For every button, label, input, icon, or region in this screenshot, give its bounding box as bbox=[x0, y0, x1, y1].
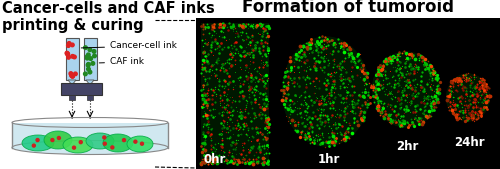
Circle shape bbox=[134, 140, 137, 143]
Ellipse shape bbox=[372, 52, 440, 127]
Circle shape bbox=[70, 74, 74, 78]
Circle shape bbox=[72, 146, 76, 149]
Circle shape bbox=[36, 139, 39, 142]
Polygon shape bbox=[68, 80, 76, 85]
Circle shape bbox=[70, 74, 73, 77]
Circle shape bbox=[74, 72, 77, 76]
Circle shape bbox=[80, 141, 82, 144]
Circle shape bbox=[86, 56, 89, 60]
Circle shape bbox=[86, 63, 90, 66]
Text: Formation of tumoroid: Formation of tumoroid bbox=[242, 0, 454, 16]
Circle shape bbox=[92, 50, 96, 53]
Ellipse shape bbox=[282, 37, 370, 147]
Text: Cancer-cell ink: Cancer-cell ink bbox=[82, 42, 177, 51]
Polygon shape bbox=[86, 80, 94, 85]
Circle shape bbox=[86, 53, 90, 57]
Circle shape bbox=[88, 48, 92, 52]
FancyBboxPatch shape bbox=[60, 83, 102, 95]
Circle shape bbox=[88, 70, 92, 74]
FancyBboxPatch shape bbox=[201, 23, 269, 164]
Circle shape bbox=[86, 63, 90, 67]
Circle shape bbox=[104, 142, 106, 145]
Circle shape bbox=[89, 57, 92, 60]
Circle shape bbox=[84, 72, 87, 76]
Text: 1hr: 1hr bbox=[318, 153, 340, 166]
FancyBboxPatch shape bbox=[69, 95, 75, 100]
Ellipse shape bbox=[127, 136, 153, 152]
Circle shape bbox=[111, 146, 114, 149]
Circle shape bbox=[69, 72, 72, 75]
FancyBboxPatch shape bbox=[196, 18, 500, 169]
FancyBboxPatch shape bbox=[84, 38, 96, 80]
Circle shape bbox=[71, 75, 74, 78]
Circle shape bbox=[66, 52, 70, 56]
Ellipse shape bbox=[12, 140, 168, 154]
FancyBboxPatch shape bbox=[87, 95, 93, 100]
Circle shape bbox=[92, 54, 96, 58]
Circle shape bbox=[66, 52, 69, 55]
Text: CAF ink: CAF ink bbox=[100, 57, 144, 66]
Text: 0hr: 0hr bbox=[203, 153, 226, 166]
Circle shape bbox=[66, 44, 70, 47]
Circle shape bbox=[122, 139, 126, 142]
Ellipse shape bbox=[446, 74, 490, 122]
Text: 2hr: 2hr bbox=[396, 140, 418, 153]
Circle shape bbox=[71, 55, 74, 58]
Ellipse shape bbox=[446, 74, 490, 122]
FancyBboxPatch shape bbox=[12, 123, 168, 148]
Ellipse shape bbox=[22, 135, 54, 151]
Circle shape bbox=[86, 67, 90, 71]
Text: Cancer-cells and CAF inks
printing & curing: Cancer-cells and CAF inks printing & cur… bbox=[2, 1, 215, 33]
Circle shape bbox=[84, 46, 87, 50]
Ellipse shape bbox=[282, 37, 370, 147]
Circle shape bbox=[91, 62, 94, 65]
FancyBboxPatch shape bbox=[201, 23, 269, 164]
Circle shape bbox=[68, 42, 71, 45]
Text: 24hr: 24hr bbox=[454, 136, 484, 149]
Circle shape bbox=[86, 55, 89, 58]
Circle shape bbox=[58, 137, 60, 139]
Ellipse shape bbox=[372, 52, 440, 127]
Circle shape bbox=[70, 43, 74, 47]
Ellipse shape bbox=[44, 131, 72, 149]
Ellipse shape bbox=[63, 137, 93, 153]
Circle shape bbox=[32, 144, 35, 147]
Circle shape bbox=[140, 142, 143, 145]
Circle shape bbox=[66, 56, 70, 59]
Ellipse shape bbox=[103, 134, 133, 152]
FancyBboxPatch shape bbox=[66, 38, 78, 80]
Circle shape bbox=[72, 55, 76, 59]
Ellipse shape bbox=[86, 133, 114, 149]
Circle shape bbox=[65, 51, 69, 55]
Circle shape bbox=[51, 139, 54, 141]
Circle shape bbox=[103, 136, 106, 139]
